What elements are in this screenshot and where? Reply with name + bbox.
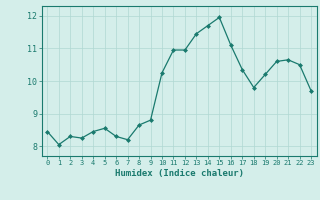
X-axis label: Humidex (Indice chaleur): Humidex (Indice chaleur) [115,169,244,178]
